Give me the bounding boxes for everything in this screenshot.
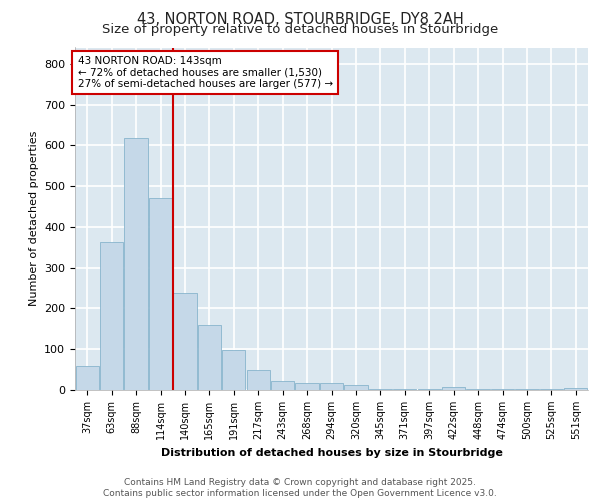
- Bar: [295, 382, 319, 390]
- Bar: [564, 388, 587, 390]
- Y-axis label: Number of detached properties: Number of detached properties: [29, 131, 38, 306]
- Bar: [271, 381, 294, 390]
- Bar: [466, 389, 490, 390]
- Bar: [540, 389, 563, 390]
- Bar: [247, 370, 270, 390]
- Bar: [76, 366, 99, 390]
- Text: Contains HM Land Registry data © Crown copyright and database right 2025.
Contai: Contains HM Land Registry data © Crown c…: [103, 478, 497, 498]
- Bar: [369, 389, 392, 390]
- Bar: [320, 384, 343, 390]
- Bar: [173, 294, 197, 390]
- X-axis label: Distribution of detached houses by size in Stourbridge: Distribution of detached houses by size …: [161, 448, 502, 458]
- Bar: [442, 386, 465, 390]
- Bar: [418, 389, 441, 390]
- Text: 43 NORTON ROAD: 143sqm
← 72% of detached houses are smaller (1,530)
27% of semi-: 43 NORTON ROAD: 143sqm ← 72% of detached…: [77, 56, 332, 90]
- Bar: [491, 389, 514, 390]
- Bar: [222, 350, 245, 390]
- Text: Size of property relative to detached houses in Stourbridge: Size of property relative to detached ho…: [102, 22, 498, 36]
- Bar: [344, 384, 368, 390]
- Bar: [515, 389, 539, 390]
- Bar: [198, 325, 221, 390]
- Text: 43, NORTON ROAD, STOURBRIDGE, DY8 2AH: 43, NORTON ROAD, STOURBRIDGE, DY8 2AH: [137, 12, 463, 28]
- Bar: [149, 198, 172, 390]
- Bar: [100, 242, 123, 390]
- Bar: [124, 138, 148, 390]
- Bar: [393, 389, 416, 390]
